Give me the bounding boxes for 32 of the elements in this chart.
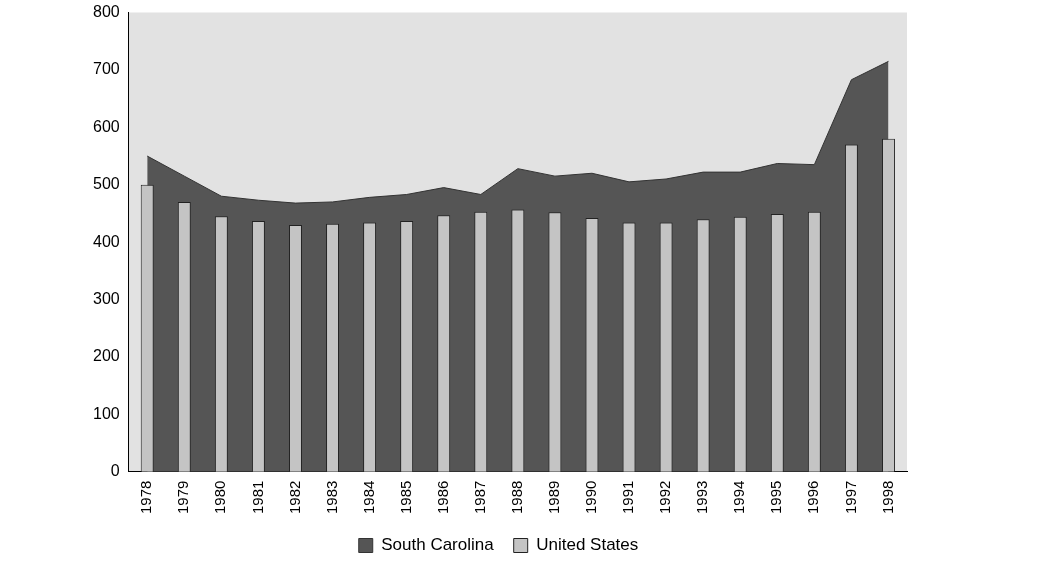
legend-label: United States bbox=[536, 535, 639, 555]
x-tick-label: 1984 bbox=[359, 480, 377, 515]
y-tick-label: 500 bbox=[92, 175, 120, 193]
x-tick-label: 1998 bbox=[878, 480, 896, 515]
y-tick-label: 200 bbox=[92, 347, 120, 365]
y-tick-label: 400 bbox=[92, 232, 120, 250]
y-tick-label: 600 bbox=[92, 117, 120, 135]
x-tick-label: 1980 bbox=[211, 480, 229, 515]
y-tick-label: 100 bbox=[92, 404, 120, 422]
x-tick-label: 1993 bbox=[693, 480, 711, 515]
x-tick-label: 1988 bbox=[507, 480, 525, 515]
x-tick-label: 1991 bbox=[619, 480, 637, 515]
x-tick-label: 1986 bbox=[433, 480, 451, 515]
x-tick-label: 1989 bbox=[545, 480, 563, 515]
legend-label: South Carolina bbox=[381, 535, 495, 555]
x-tick-label: 1994 bbox=[730, 480, 748, 515]
x-tick-label: 1979 bbox=[174, 480, 192, 515]
x-tick-label: 1996 bbox=[804, 480, 822, 515]
x-tick-label: 1997 bbox=[841, 480, 859, 515]
y-tick-label: 700 bbox=[92, 60, 120, 78]
x-tick-label: 1983 bbox=[322, 480, 340, 515]
y-tick-label: 800 bbox=[92, 3, 120, 21]
x-tick-label: 1978 bbox=[137, 480, 155, 515]
x-tick-label: 1995 bbox=[767, 480, 785, 515]
x-tick-label: 1990 bbox=[582, 480, 600, 515]
y-tick-label: 0 bbox=[110, 462, 120, 480]
x-tick-label: 1981 bbox=[248, 480, 266, 515]
x-tick-label: 1982 bbox=[285, 480, 303, 515]
x-tick-label: 1987 bbox=[470, 480, 488, 515]
x-tick-label: 1992 bbox=[656, 480, 674, 515]
x-tick-label: 1985 bbox=[396, 480, 414, 515]
y-tick-label: 300 bbox=[92, 289, 120, 307]
